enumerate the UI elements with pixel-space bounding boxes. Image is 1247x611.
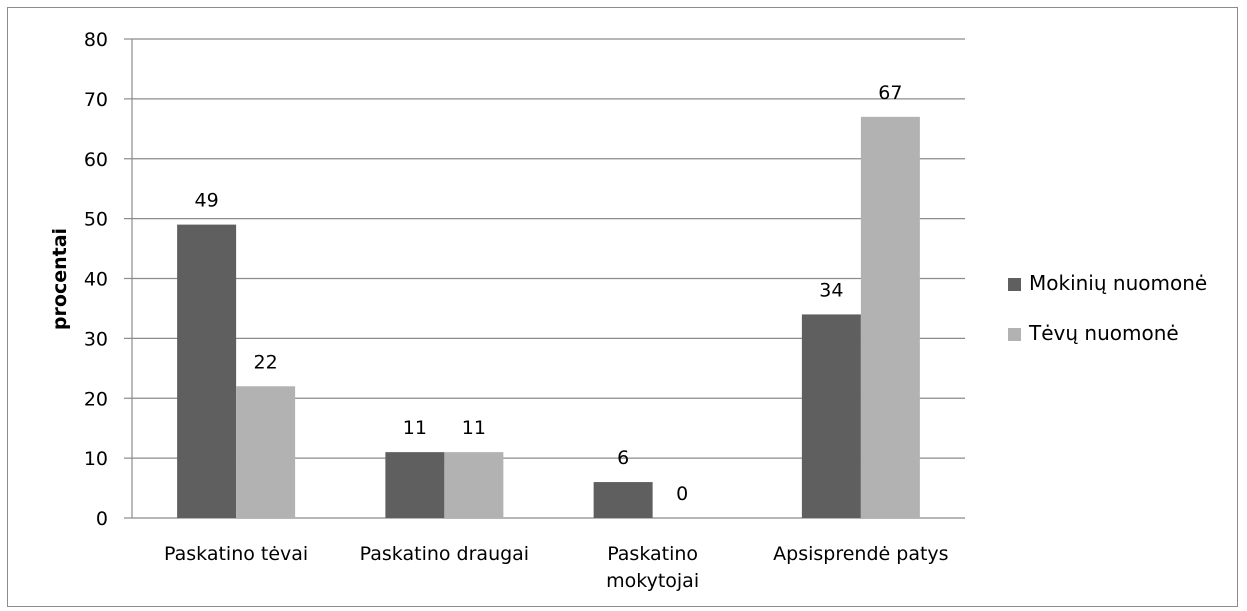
bar bbox=[444, 452, 503, 518]
y-tick-label: 70 bbox=[84, 89, 108, 111]
y-tick-label: 80 bbox=[84, 29, 108, 51]
data-label: 0 bbox=[676, 483, 688, 505]
y-tick-label: 30 bbox=[84, 328, 108, 350]
y-axis-title: procentai bbox=[49, 228, 71, 330]
data-label: 6 bbox=[617, 447, 629, 469]
data-label: 11 bbox=[462, 417, 486, 439]
y-tick-label: 50 bbox=[84, 209, 108, 231]
legend-label: Mokinių nuomonė bbox=[1029, 271, 1207, 295]
bar bbox=[594, 482, 653, 518]
legend-label: Tėvų nuomonė bbox=[1028, 321, 1179, 345]
data-label: 49 bbox=[195, 190, 219, 212]
y-tick-label: 10 bbox=[84, 448, 108, 470]
data-labels: 49 22 11 11 6 0 34 67 bbox=[195, 82, 903, 505]
bar bbox=[861, 117, 920, 518]
category-label: Paskatino mokytojai bbox=[606, 543, 699, 592]
y-tick-label: 20 bbox=[84, 388, 108, 410]
category-label: Paskatino tėvai bbox=[164, 543, 308, 565]
y-tick-labels: 0 10 20 30 40 50 60 70 80 bbox=[84, 29, 108, 530]
category-label: Apsisprendė patys bbox=[773, 543, 948, 565]
bar bbox=[802, 314, 861, 518]
y-tick-label: 60 bbox=[84, 149, 108, 171]
data-label: 34 bbox=[819, 279, 843, 301]
data-label: 22 bbox=[254, 351, 278, 373]
legend-swatch bbox=[1008, 328, 1021, 341]
y-tick-label: 0 bbox=[96, 508, 108, 530]
bar bbox=[385, 452, 444, 518]
y-tick-label: 40 bbox=[84, 269, 108, 291]
x-category-labels: Paskatino tėvai Paskatino draugai Paskatin… bbox=[164, 543, 949, 592]
category-label: Paskatino draugai bbox=[360, 543, 529, 565]
legend: Mokinių nuomonė Tėvų nuomonė bbox=[1008, 271, 1207, 345]
data-label: 11 bbox=[403, 417, 427, 439]
bar bbox=[177, 225, 236, 518]
legend-swatch bbox=[1008, 278, 1021, 291]
data-label: 67 bbox=[878, 82, 902, 104]
bar bbox=[236, 386, 295, 518]
